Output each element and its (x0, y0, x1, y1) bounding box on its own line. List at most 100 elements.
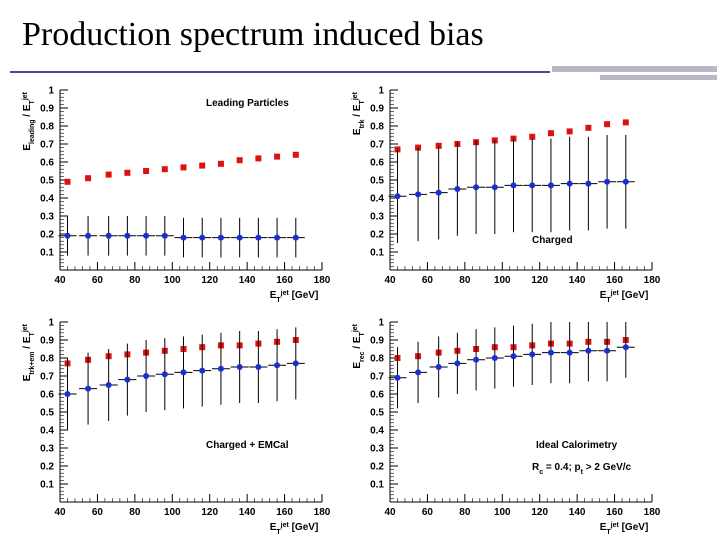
data-point-blue (85, 232, 92, 239)
x-axis-label: ETjet [GeV] (600, 290, 649, 304)
data-point-red (85, 175, 92, 182)
data-point-blue (473, 356, 480, 363)
x-tick-label: 160 (606, 507, 623, 518)
data-point-red (274, 153, 281, 160)
data-point-blue (161, 232, 168, 239)
x-tick-label: 40 (384, 507, 396, 518)
x-tick-label: 160 (606, 275, 623, 286)
x-tick-label: 140 (239, 275, 256, 286)
chart-annotation: Charged (532, 235, 573, 246)
y-tick-label: 0.2 (40, 462, 54, 473)
data-point-blue (491, 184, 498, 191)
y-tick-label: 0.3 (40, 444, 54, 455)
y-tick-label: 0.5 (370, 408, 384, 419)
y-axis-label: Etrk+em / ETjet (22, 323, 36, 381)
data-point-red (161, 166, 168, 173)
data-point-blue (180, 369, 187, 376)
data-point-blue (566, 180, 573, 187)
data-point-blue (529, 182, 536, 189)
data-point-blue (435, 364, 442, 370)
x-tick-label: 180 (314, 275, 331, 286)
x-tick-label: 180 (644, 507, 661, 518)
y-tick-label: 0.5 (40, 176, 54, 187)
x-axis-label: ETjet [GeV] (270, 522, 319, 536)
y-tick-label: 0.6 (40, 390, 54, 401)
data-point-blue (64, 232, 71, 239)
data-point-blue (292, 360, 299, 367)
y-tick-label: 0.1 (40, 480, 54, 491)
data-point-red (566, 128, 573, 135)
data-point-blue (143, 373, 150, 379)
corner-decoration-bar (600, 75, 717, 80)
data-point-red (292, 151, 299, 158)
y-tick-label: 0.9 (40, 336, 54, 347)
y-tick-label: 0.1 (370, 248, 384, 259)
y-tick-label: 0.7 (370, 140, 384, 151)
x-tick-label: 100 (494, 507, 511, 518)
data-point-red (105, 171, 112, 178)
data-point-blue (217, 365, 224, 372)
data-point-red (604, 121, 611, 128)
data-point-red (255, 155, 262, 162)
y-tick-label: 1 (378, 86, 384, 97)
data-point-blue (415, 191, 422, 198)
data-point-blue (274, 234, 281, 241)
x-tick-label: 100 (164, 507, 181, 518)
data-point-blue (529, 351, 536, 358)
x-tick-label: 140 (569, 507, 586, 518)
data-point-blue (236, 234, 243, 241)
data-point-blue (255, 234, 262, 241)
y-tick-label: 0.7 (370, 372, 384, 383)
y-tick-label: 0.2 (40, 230, 54, 241)
data-point-blue (274, 362, 281, 369)
chart-annotation: Ideal Calorimetry (536, 440, 618, 451)
y-tick-label: 0.8 (370, 354, 384, 365)
data-point-red (491, 137, 498, 144)
x-tick-label: 160 (276, 275, 293, 286)
x-tick-label: 80 (459, 275, 471, 286)
y-axis-label: Etrk / ETjet (352, 91, 366, 135)
y-tick-label: 0.3 (370, 444, 384, 455)
data-point-red (199, 162, 206, 169)
y-tick-label: 0.4 (40, 426, 54, 437)
y-tick-label: 0.7 (40, 372, 54, 383)
y-tick-label: 0.2 (370, 462, 384, 473)
data-point-blue (473, 184, 480, 191)
data-point-blue (292, 234, 299, 241)
x-tick-label: 40 (54, 275, 66, 286)
data-point-blue (585, 347, 592, 354)
y-tick-label: 0.4 (370, 426, 384, 437)
data-point-blue (547, 182, 554, 189)
data-point-red (64, 178, 71, 185)
x-tick-label: 100 (164, 275, 181, 286)
y-tick-label: 0.7 (40, 140, 54, 151)
x-tick-label: 120 (531, 507, 548, 518)
y-tick-label: 1 (378, 318, 384, 329)
data-point-blue (124, 376, 131, 383)
x-axis-label: ETjet [GeV] (600, 522, 649, 536)
y-tick-label: 0.1 (370, 480, 384, 491)
y-tick-label: 0.2 (370, 230, 384, 241)
x-tick-label: 80 (129, 507, 141, 518)
data-point-blue (510, 182, 517, 189)
data-point-blue (585, 180, 592, 187)
y-tick-label: 0.8 (40, 354, 54, 365)
x-tick-label: 100 (494, 275, 511, 286)
corner-decoration-bar (552, 66, 717, 72)
data-point-blue (199, 234, 206, 241)
y-tick-label: 1 (48, 318, 54, 329)
data-point-blue (105, 232, 112, 239)
x-tick-label: 140 (239, 507, 256, 518)
y-axis-label: Erec / ETjet (352, 323, 366, 368)
data-point-red (585, 124, 592, 131)
data-point-red (124, 169, 131, 176)
x-axis-label: ETjet [GeV] (270, 290, 319, 304)
data-point-blue (394, 374, 401, 381)
chart-annotation: Charged + EMCal (206, 440, 289, 451)
y-tick-label: 0.6 (370, 158, 384, 169)
x-tick-label: 80 (129, 275, 141, 286)
y-tick-label: 0.3 (40, 212, 54, 223)
data-point-red (180, 164, 187, 171)
